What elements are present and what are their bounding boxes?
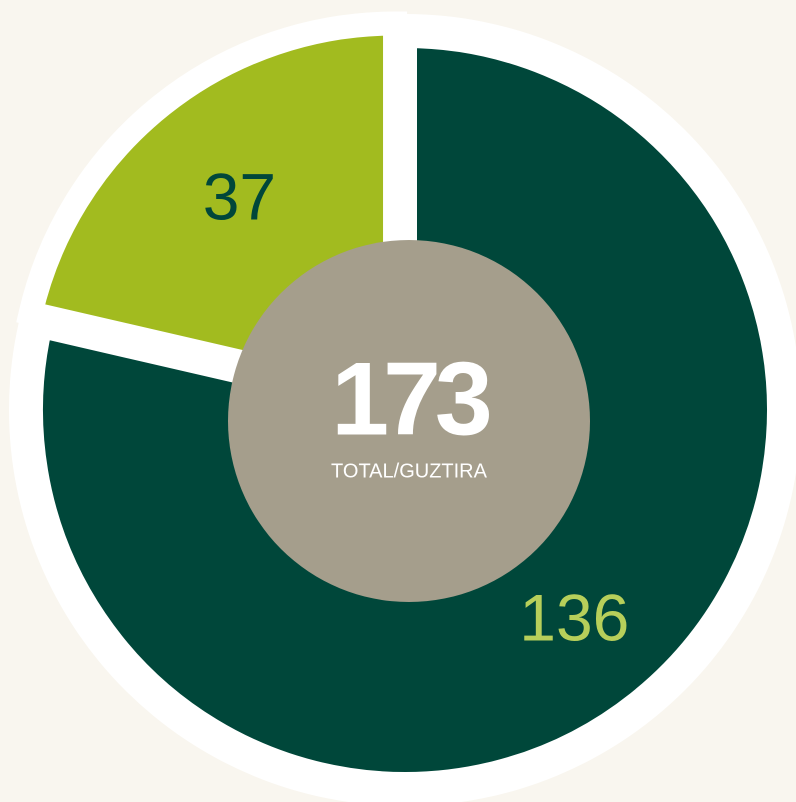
center-circle [228,240,590,602]
total-label: TOTAL/GUZTIRA [331,460,488,482]
value-label: 136 [519,580,629,654]
total-value: 173 [331,341,490,457]
value-label: 37 [203,159,276,233]
